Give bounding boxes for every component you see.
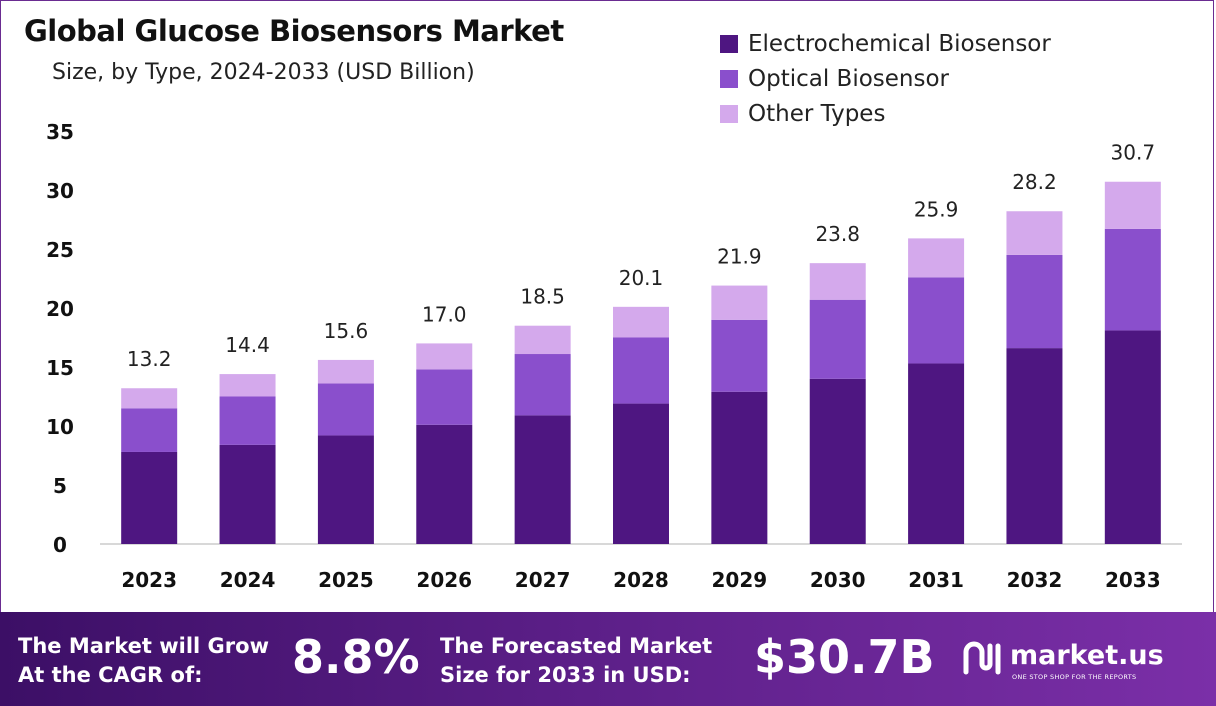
y-tick-label: 10 [46, 415, 74, 439]
bar-segment-optical-2028 [613, 337, 669, 404]
bar-segment-optical-2024 [219, 396, 276, 445]
bar-segment-other-2024 [219, 374, 276, 397]
bar-segment-electrochemical-2033 [1104, 330, 1161, 544]
bar-segment-optical-2033 [1104, 228, 1161, 331]
legend-item-electrochemical: Electrochemical Biosensor [720, 26, 1051, 61]
cagr-label: The Market will Grow At the CAGR of: [18, 632, 269, 690]
bar-segment-other-2028 [613, 306, 669, 338]
y-tick-label: 5 [53, 474, 67, 498]
x-tick-label-2028: 2028 [613, 568, 669, 592]
bar-segment-other-2023 [121, 388, 178, 409]
y-tick-label: 20 [46, 297, 74, 321]
y-tick-label: 15 [46, 356, 74, 380]
legend-item-other: Other Types [720, 96, 1051, 131]
bar-total-label-2033: 30.7 [1111, 141, 1156, 165]
x-tick-label-2033: 2033 [1105, 568, 1161, 592]
bar-total-label-2026: 17.0 [422, 302, 467, 326]
bar-segment-optical-2027 [514, 354, 571, 416]
bar-segment-optical-2029 [711, 319, 768, 392]
bar-total-label-2030: 23.8 [815, 222, 860, 246]
bar-segment-optical-2030 [809, 299, 866, 379]
bar-segment-other-2029 [711, 285, 768, 320]
bar-segment-optical-2025 [317, 383, 374, 436]
legend-swatch-other [720, 104, 738, 123]
x-tick-label-2030: 2030 [810, 568, 866, 592]
bar-segment-optical-2031 [908, 277, 965, 364]
x-tick-label-2031: 2031 [908, 568, 964, 592]
bar-total-label-2031: 25.9 [914, 197, 959, 221]
bar-segment-optical-2032 [1006, 254, 1063, 349]
bar-segment-electrochemical-2025 [317, 435, 374, 544]
cagr-label-line2: At the CAGR of: [18, 663, 203, 687]
forecast-value: $30.7B [754, 630, 935, 684]
y-tick-label: 35 [46, 120, 74, 144]
bar-segment-other-2031 [908, 238, 965, 278]
bar-segment-electrochemical-2030 [809, 378, 866, 544]
bar-segment-electrochemical-2029 [711, 391, 768, 544]
bar-segment-optical-2023 [121, 408, 178, 452]
bar-segment-electrochemical-2023 [121, 451, 178, 544]
footer-banner: The Market will Grow At the CAGR of: 8.8… [0, 612, 1216, 706]
bar-segment-other-2033 [1104, 181, 1161, 229]
bar-segment-other-2026 [416, 343, 473, 370]
legend-swatch-electrochemical [720, 34, 738, 53]
chart-subtitle: Size, by Type, 2024-2033 (USD Billion) [52, 60, 475, 85]
bar-total-label-2024: 14.4 [225, 333, 270, 357]
bar-segment-electrochemical-2032 [1006, 348, 1063, 544]
brand-name: market.us [1010, 640, 1164, 671]
x-tick-label-2029: 2029 [712, 568, 768, 592]
legend-label-electrochemical: Electrochemical Biosensor [748, 30, 1051, 57]
bar-segment-optical-2026 [416, 369, 473, 425]
x-tick-label-2026: 2026 [416, 568, 472, 592]
cagr-label-line1: The Market will Grow [18, 634, 269, 658]
bar-segment-other-2027 [514, 325, 571, 355]
x-tick-label-2025: 2025 [318, 568, 374, 592]
y-tick-label: 0 [53, 533, 67, 557]
bar-total-label-2028: 20.1 [619, 266, 664, 290]
bar-segment-electrochemical-2024 [219, 444, 276, 544]
market-us-logo-icon [963, 641, 1001, 675]
x-tick-label-2023: 2023 [121, 568, 177, 592]
y-axis: 0 5 10 15 20 25 30 35 [46, 120, 1182, 557]
x-tick-label-2032: 2032 [1007, 568, 1063, 592]
total-value-labels: 13.2 14.4 15.6 17.0 18.5 20.1 21.9 23.8 25.9 28.2… [127, 141, 1155, 371]
bar-segment-other-2032 [1006, 211, 1063, 255]
legend: Electrochemical Biosensor Optical Biosen… [720, 26, 1051, 131]
y-tick-label: 25 [46, 238, 74, 262]
bar-total-label-2029: 21.9 [717, 245, 762, 269]
legend-label-optical: Optical Biosensor [748, 65, 950, 92]
bar-segment-other-2030 [809, 263, 866, 300]
bar-segment-electrochemical-2031 [908, 363, 965, 544]
bar-total-label-2025: 15.6 [324, 319, 369, 343]
chart-title: Global Glucose Biosensors Market [24, 14, 564, 48]
bar-total-label-2032: 28.2 [1012, 170, 1057, 194]
x-axis: 2023 2024 2025 2026 2027 2028 2029 2030 2031 2032… [121, 568, 1160, 592]
bar-total-label-2023: 13.2 [127, 347, 172, 371]
cagr-value: 8.8% [292, 630, 420, 684]
bar-series-group [121, 181, 1161, 544]
legend-swatch-optical [720, 69, 738, 88]
bar-total-label-2027: 18.5 [520, 285, 565, 309]
bar-segment-electrochemical-2027 [514, 415, 571, 544]
legend-item-optical: Optical Biosensor [720, 61, 1051, 96]
bar-segment-other-2025 [317, 359, 374, 384]
bar-segment-electrochemical-2028 [613, 403, 669, 544]
bar-segment-electrochemical-2026 [416, 424, 473, 544]
forecast-label-line2: Size for 2033 in USD: [440, 663, 691, 687]
x-tick-label-2024: 2024 [220, 568, 276, 592]
legend-label-other: Other Types [748, 100, 886, 127]
forecast-label: The Forecasted Market Size for 2033 in U… [440, 632, 712, 690]
forecast-label-line1: The Forecasted Market [440, 634, 713, 658]
y-tick-label: 30 [46, 179, 74, 203]
brand-tagline: ONE STOP SHOP FOR THE REPORTS [1012, 673, 1137, 681]
x-tick-label-2027: 2027 [515, 568, 571, 592]
